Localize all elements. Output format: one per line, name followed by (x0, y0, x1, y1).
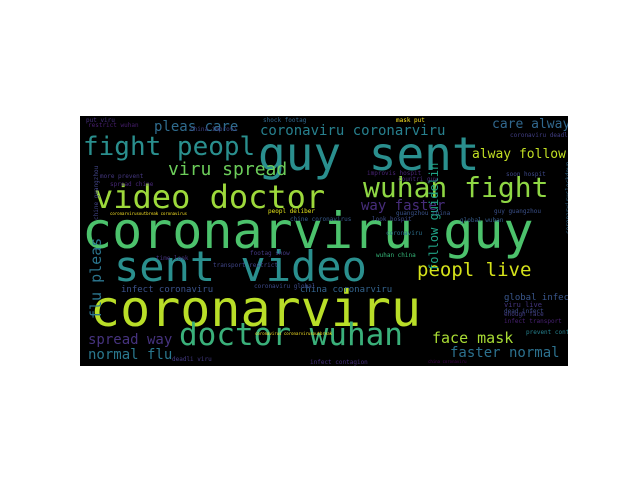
word-cloud-term: coronarviru guy (82, 202, 534, 260)
word-cloud-term: video doctor (94, 178, 326, 216)
word-cloud-term: wuhan china (376, 252, 416, 259)
word-cloud-term: china coronaviru (428, 359, 467, 364)
word-cloud-term: way faster (361, 198, 446, 214)
word-cloud-term: coronaviru deadli (510, 132, 568, 139)
word-cloud-term: infect contagion (310, 359, 368, 366)
word-cloud-term: improvis hospit (367, 170, 422, 177)
word-cloud-term: chine guangzhou (93, 165, 100, 220)
word-cloud-term: peopl deliber (268, 208, 315, 215)
word-cloud-term: look hospit (372, 216, 412, 223)
word-cloud-term: deadli viru (172, 356, 212, 363)
word-cloud-term: china coronarviru (300, 285, 393, 295)
word-cloud-term: coronaviru coronarviru (260, 123, 446, 139)
word-cloud-term: coronarvirusoutbreak coronavirus (110, 211, 188, 216)
word-cloud-term: global infect (504, 293, 568, 303)
word-cloud-term: chine coronavirus (290, 216, 352, 223)
word-cloud-term: more prevent (100, 173, 144, 180)
word-cloud-term: coronarviruslockdown (565, 161, 568, 234)
word-cloud-term: wuhan fight (363, 171, 549, 204)
word-cloud-term: peopl live (417, 259, 532, 281)
word-cloud-term: faster normal (450, 345, 560, 361)
word-cloud-term: coronaviru global (254, 283, 316, 290)
word-cloud-term: global wuhan (460, 217, 504, 224)
word-cloud-term: care alway (492, 117, 568, 132)
word-cloud-term: viru live (504, 301, 542, 309)
word-cloud: coronarviru coronarviru guy sent video guy … (80, 116, 568, 366)
word-cloud-term: sent video (114, 242, 367, 291)
word-cloud-term: soon hospit (506, 171, 546, 178)
word-cloud-term: put viru (86, 117, 115, 124)
word-cloud-term: transport restrict (213, 262, 279, 269)
word-cloud-term: coronaviru (386, 230, 423, 237)
word-cloud-term: shock footag (263, 117, 307, 124)
word-cloud-term: fight peopl (83, 132, 256, 162)
word-cloud-term: coronarviru (90, 280, 422, 338)
word-cloud-term: face mask (432, 329, 514, 347)
word-cloud-term: prevent contract (526, 329, 568, 336)
word-cloud-term: countri guy (398, 176, 438, 183)
word-cloud-term: guy guangzhou (494, 208, 541, 215)
word-cloud-term: restrict wuhan (88, 122, 139, 129)
word-cloud-term: infect coronaviru (121, 285, 214, 295)
word-cloud-term: infect transport (504, 318, 562, 325)
word-cloud-term: doctor wuhan (179, 317, 403, 353)
word-cloud-term: spread way (88, 332, 173, 348)
word-cloud-term: spread chine (110, 181, 154, 188)
word-cloud-term: viru spread (168, 159, 288, 180)
word-cloud-term: footag show (250, 250, 290, 257)
word-cloud-term: mask put (396, 117, 425, 124)
word-cloud-term: flu pleas (87, 237, 105, 319)
word-cloud-term: guangzhou china (396, 210, 451, 217)
word-cloud-term: enough face (504, 311, 544, 318)
word-cloud-term: time look (156, 255, 189, 262)
word-cloud-term: normal flu (88, 347, 173, 363)
word-cloud-term: guy sent (258, 127, 480, 181)
word-cloud-term: dead infect (504, 308, 544, 315)
word-cloud-term: alway follow (472, 147, 566, 162)
word-cloud-term: pleas care (154, 119, 239, 135)
word-cloud-term: china improvi (190, 126, 237, 133)
word-cloud-term: coronavirus coronarvirusoutbreak (255, 331, 333, 336)
